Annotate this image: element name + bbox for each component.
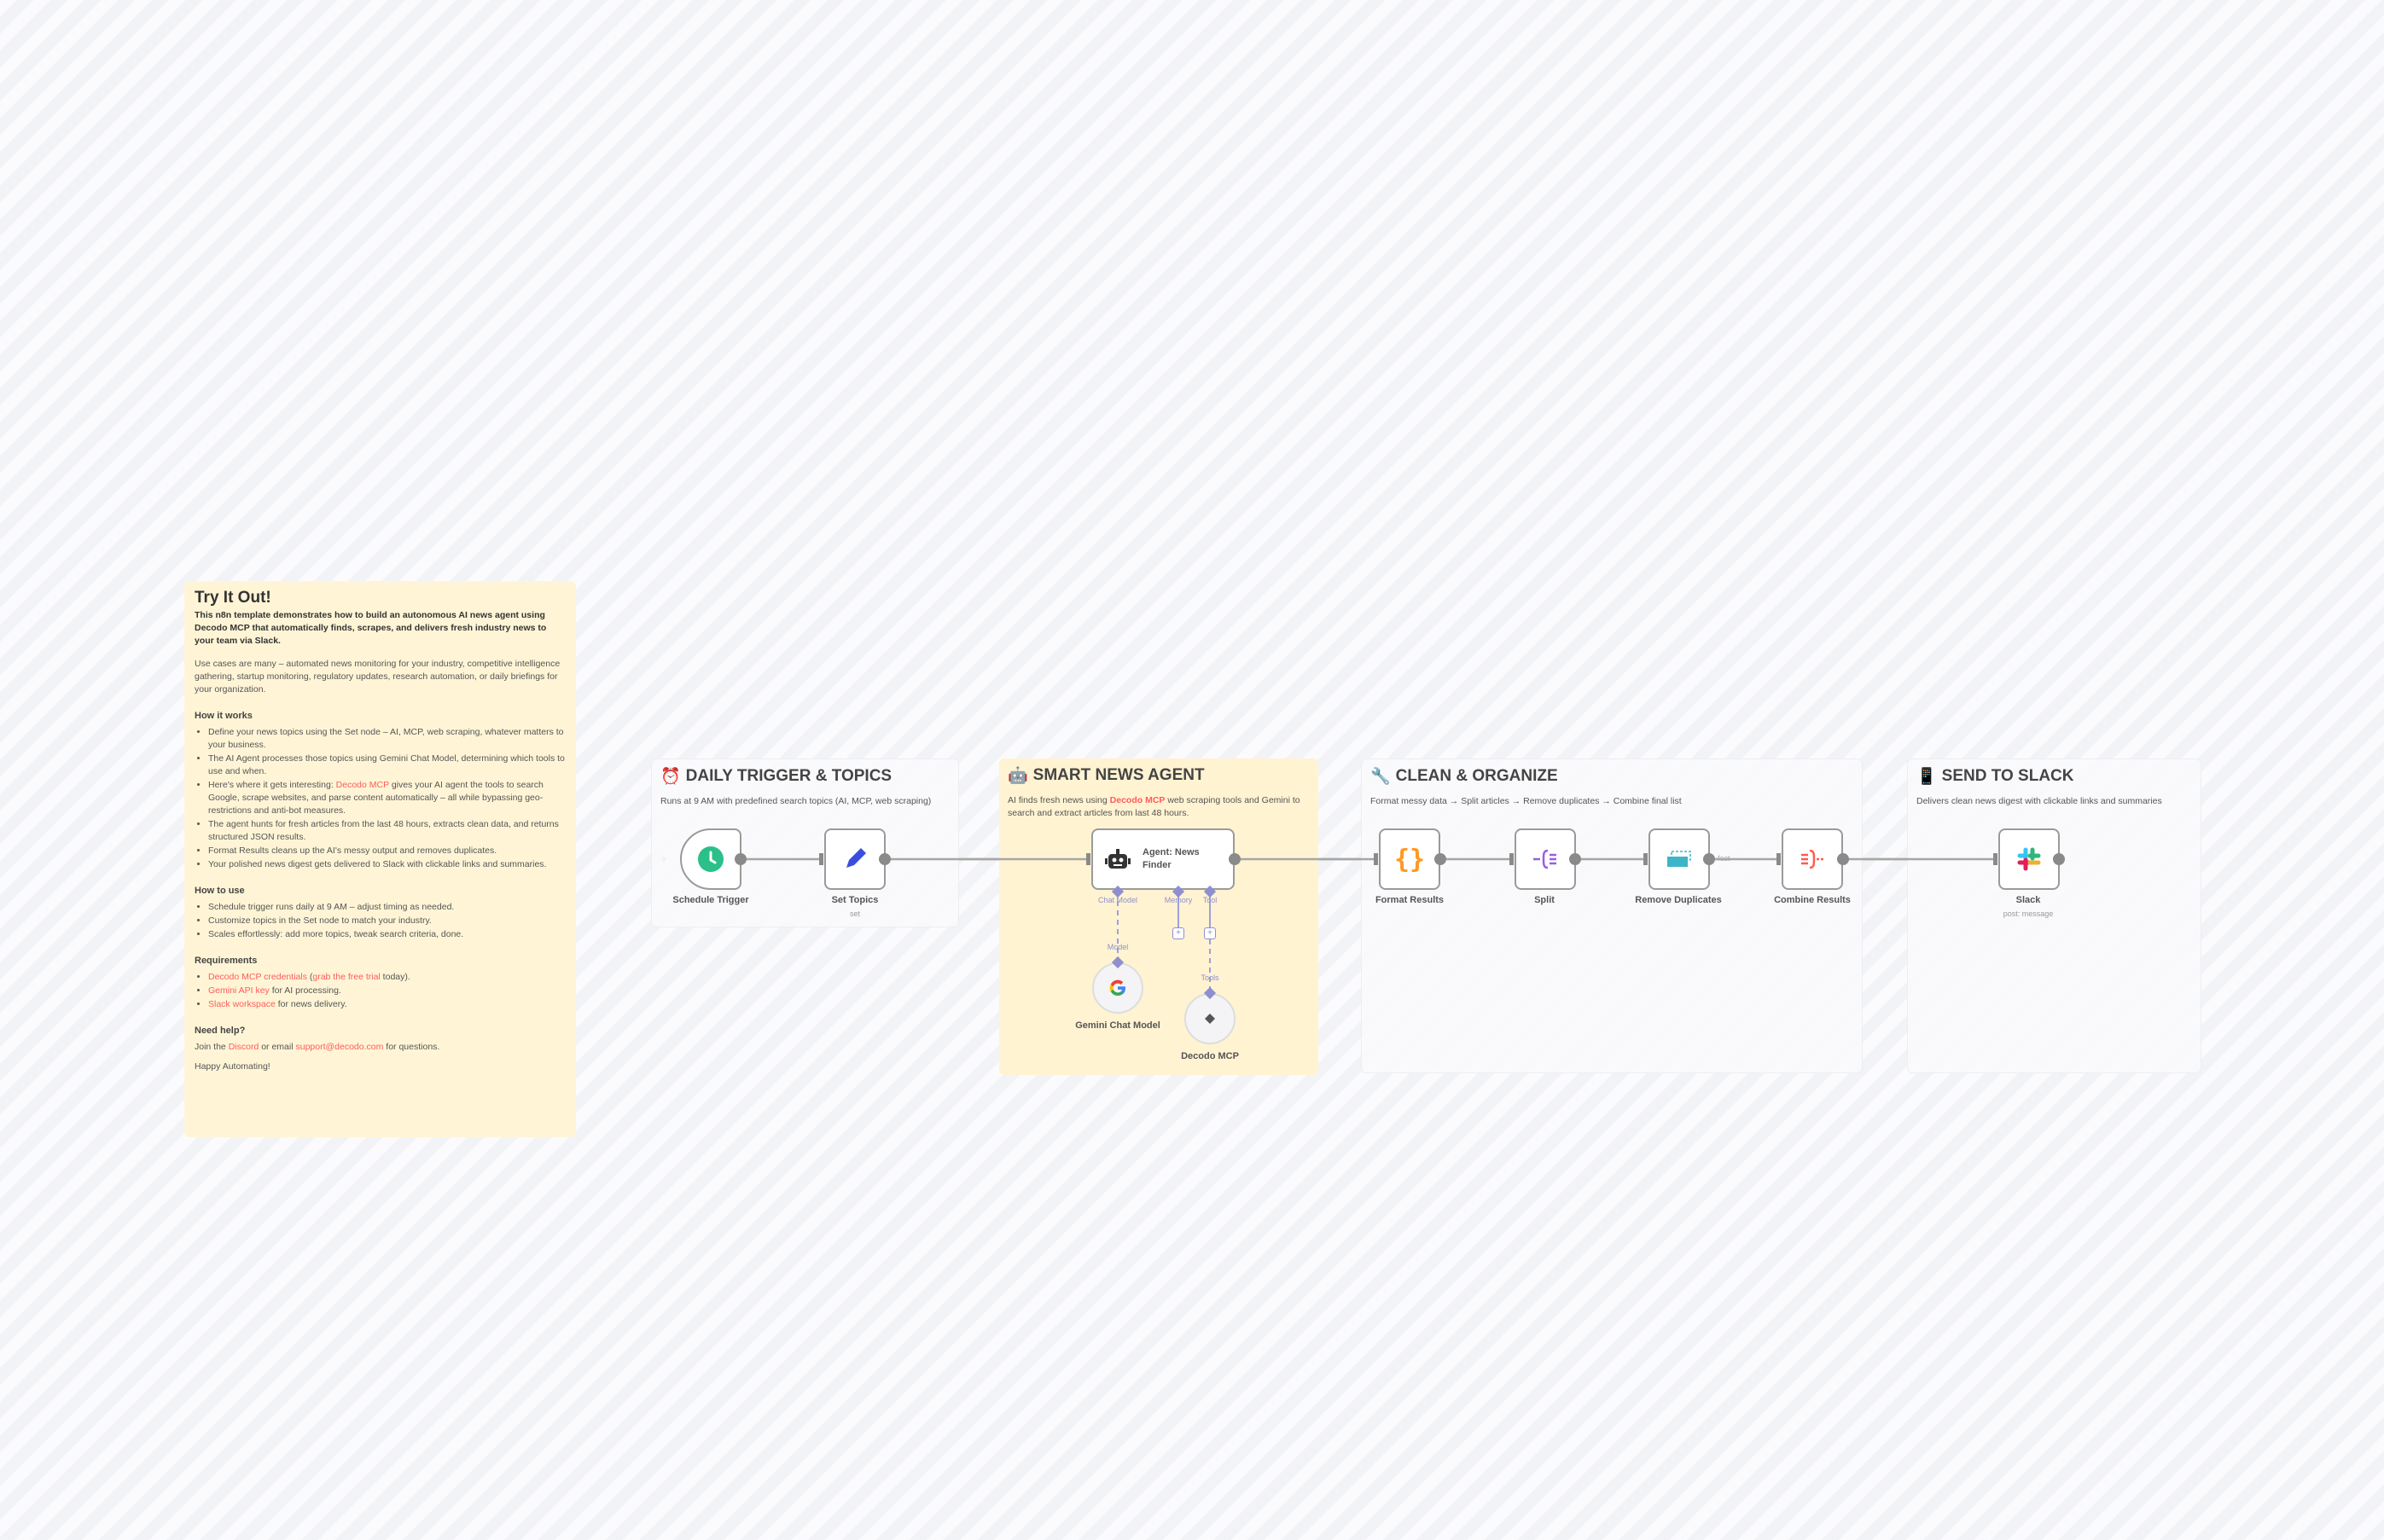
list-item: Customize topics in the Set node to matc… — [208, 915, 566, 927]
list-item: Your polished news digest gets delivered… — [208, 858, 566, 871]
section-send-to-slack[interactable]: 📱 SEND TO SLACK Delivers clean news diges… — [1907, 758, 2201, 1073]
text: or email — [259, 1042, 296, 1052]
node-decodo-mcp[interactable] — [1184, 993, 1236, 1044]
list-item: Define your news topics using the Set no… — [208, 726, 566, 752]
node-combine-results[interactable] — [1782, 828, 1843, 890]
section-title: SMART NEWS AGENT — [1032, 766, 1205, 784]
slack-workspace-link[interactable]: Slack workspace — [208, 999, 276, 1009]
requirements-heading: Requirements — [195, 956, 258, 966]
discord-link[interactable]: Discord — [228, 1042, 259, 1052]
node-agent-news-finder[interactable]: Agent: News Finder — [1091, 828, 1235, 890]
list-item: Decodo MCP credentials (grab the free tr… — [208, 971, 566, 984]
node-label: Set Topics — [831, 895, 879, 905]
mobile-phone-icon: 📱 — [1916, 768, 1937, 786]
add-memory-button[interactable]: + — [1172, 927, 1184, 939]
text: today). — [380, 972, 410, 982]
how-to-use-list: Schedule trigger runs daily at 9 AM – ad… — [195, 901, 566, 941]
remove-duplicates-icon — [1667, 851, 1691, 867]
how-it-works-list: Define your news topics using the Set no… — [195, 726, 566, 871]
sticky-intro: This n8n template demonstrates how to bu… — [195, 610, 547, 646]
section-title: DAILY TRIGGER & TOPICS — [685, 767, 893, 785]
node-subtitle: post: message — [2003, 909, 2054, 918]
node-label: Split — [1534, 895, 1555, 905]
signoff: Happy Automating! — [195, 1061, 270, 1072]
list-item: Format Results cleans up the AI's messy … — [208, 845, 566, 857]
section-desc: AI finds fresh news using Decodo MCP web… — [1008, 794, 1310, 820]
wrench-icon: 🔧 — [1370, 768, 1391, 786]
section-desc: Format messy data → Split articles → Rem… — [1370, 796, 1682, 806]
node-slack[interactable] — [1998, 828, 2060, 890]
add-tool-button[interactable]: + — [1204, 927, 1216, 939]
node-label: Format Results — [1375, 895, 1445, 905]
text: ( — [306, 972, 313, 982]
text: gives your AI agent the tools to search … — [208, 780, 544, 816]
node-label: Gemini Chat Model — [1075, 1020, 1160, 1031]
section-smart-news-agent[interactable]: 🤖 SMART NEWS AGENT AI finds fresh news us… — [999, 758, 1318, 1075]
slack-icon — [2017, 847, 2041, 871]
gemini-api-key-link[interactable]: Gemini API key — [208, 985, 270, 996]
split-out-icon — [1533, 849, 1556, 869]
port-label-tools: Tools — [1201, 973, 1219, 982]
text: for AI processing. — [269, 985, 341, 996]
node-remove-duplicates[interactable] — [1648, 828, 1710, 890]
alarm-clock-icon: ⏰ — [660, 768, 681, 786]
node-format-results[interactable]: {} — [1379, 828, 1440, 890]
robot-icon — [1105, 849, 1131, 869]
node-subtitle: set — [849, 909, 860, 918]
sticky-title: Try It Out! — [195, 589, 271, 607]
text: web scraping tools and Gemini to search … — [1008, 795, 1300, 818]
requirements-list: Decodo MCP credentials (grab the free tr… — [195, 971, 566, 1011]
section-title: CLEAN & ORGANIZE — [1395, 767, 1558, 785]
node-split[interactable] — [1515, 828, 1576, 890]
clock-icon — [698, 846, 724, 872]
node-label: Schedule Trigger — [672, 895, 749, 905]
robot-icon: 🤖 — [1008, 767, 1028, 785]
node-label: Remove Duplicates — [1635, 895, 1722, 905]
sticky-use-cases: Use cases are many – automated news moni… — [195, 659, 561, 694]
support-email-link[interactable]: support@decodo.com — [295, 1042, 384, 1052]
node-set-topics[interactable] — [824, 828, 886, 890]
code-braces-icon: {} — [1393, 844, 1426, 875]
free-trial-link[interactable]: grab the free trial — [312, 972, 381, 982]
list-item: The agent hunts for fresh articles from … — [208, 818, 566, 844]
node-schedule-trigger[interactable] — [680, 828, 741, 890]
merge-icon — [1801, 849, 1824, 869]
port-label-memory: Memory — [1164, 896, 1193, 904]
need-help-heading: Need help? — [195, 1026, 246, 1036]
node-label: Agent: News Finder — [1143, 847, 1200, 870]
decodo-credentials-link[interactable]: Decodo MCP credentials — [208, 972, 307, 982]
node-gemini-chat-model[interactable] — [1092, 962, 1143, 1014]
list-item: Gemini API key for AI processing. — [208, 985, 566, 997]
port-label-chat-model: Chat Model — [1097, 896, 1138, 904]
text: for news delivery. — [275, 999, 347, 1009]
google-icon — [1109, 979, 1126, 997]
how-to-use-heading: How to use — [195, 886, 245, 896]
how-it-works-heading: How it works — [195, 711, 253, 721]
node-label: Decodo MCP — [1181, 1051, 1239, 1061]
section-desc: Runs at 9 AM with predefined search topi… — [660, 796, 932, 806]
list-item: Schedule trigger runs daily at 9 AM – ad… — [208, 901, 566, 914]
section-desc: Delivers clean news digest with clickabl… — [1916, 796, 2162, 806]
sticky-note[interactable]: Try It Out! This n8n template demonstrat… — [184, 581, 576, 1137]
pencil-icon — [846, 848, 866, 868]
text: AI finds fresh news using — [1008, 795, 1110, 805]
list-item: Scales effortlessly: add more topics, tw… — [208, 928, 566, 941]
decodo-mcp-link[interactable]: Decodo MCP — [1109, 795, 1166, 805]
text: Join the — [195, 1042, 229, 1052]
port-label-model: Model — [1107, 943, 1129, 951]
node-label: Slack — [2015, 895, 2041, 905]
list-item: The AI Agent processes those topics usin… — [208, 753, 566, 778]
decodo-mcp-link[interactable]: Decodo MCP — [335, 780, 389, 790]
section-title: SEND TO SLACK — [1941, 767, 2074, 785]
node-label: Combine Results — [1774, 895, 1851, 905]
text: Here's where it gets interesting: — [208, 780, 336, 790]
section-clean-organize[interactable]: 🔧 CLEAN & ORGANIZE Format messy data → Sp… — [1361, 758, 1863, 1073]
mcp-icon — [1205, 1014, 1215, 1024]
list-item: Here's where it gets interesting: Decodo… — [208, 779, 566, 817]
list-item: Slack workspace for news delivery. — [208, 998, 566, 1011]
text: for questions. — [383, 1042, 440, 1052]
help-text: Join the Discord or email support@decodo… — [195, 1041, 566, 1054]
output-label: fact — [1718, 854, 1730, 863]
port-label-tool: Tool — [1202, 896, 1218, 904]
